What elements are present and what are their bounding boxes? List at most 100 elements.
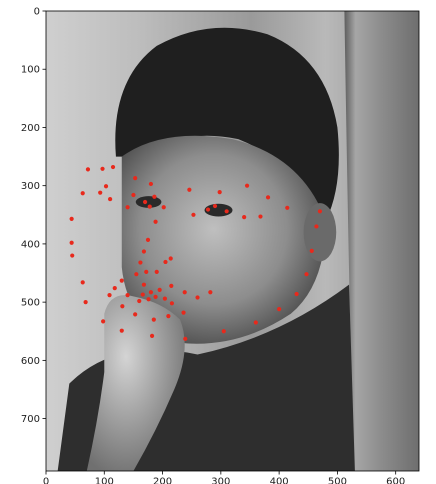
x-tick-label: 500: [328, 477, 347, 484]
face: [121, 135, 326, 344]
landmark-point: [183, 336, 188, 341]
landmark-point: [253, 320, 258, 325]
landmark-point: [195, 295, 200, 300]
landmark-point: [151, 317, 156, 322]
landmark-point: [119, 328, 124, 333]
landmark-point: [277, 307, 282, 312]
landmark-point: [242, 215, 247, 220]
landmark-point: [83, 300, 88, 305]
landmark-point: [157, 287, 162, 293]
y-tick-label: 700: [21, 414, 40, 425]
landmark-point: [146, 297, 151, 302]
landmark-point: [148, 290, 154, 295]
y-tick-label: 0: [34, 7, 40, 18]
landmark-point: [120, 304, 125, 309]
landmark-point: [125, 205, 130, 210]
landmark-point: [108, 196, 113, 202]
landmark-point: [224, 209, 229, 214]
landmark-point: [187, 187, 192, 192]
landmark-point: [69, 216, 74, 221]
landmark-point: [163, 259, 168, 265]
right-eye: [204, 203, 233, 217]
landmark-point: [285, 205, 290, 210]
y-tick-label: 500: [21, 298, 40, 309]
landmark-point: [145, 237, 151, 242]
y-axis: 0 100 200 300 400 500 600 700: [21, 7, 46, 425]
landmark-point: [133, 312, 138, 317]
landmark-point: [161, 205, 166, 210]
x-tick-label: 600: [386, 477, 405, 484]
landmark-point: [294, 291, 299, 297]
landmark-point: [168, 256, 173, 261]
landmark-point: [119, 278, 124, 283]
ear: [303, 203, 337, 262]
landmark-point: [141, 249, 147, 254]
grayscale-photo: [57, 11, 419, 471]
x-tick-label: 400: [270, 477, 289, 484]
landmark-point: [125, 293, 130, 298]
x-tick-label: 300: [211, 477, 230, 484]
landmark-point: [137, 298, 142, 304]
landmark-point: [142, 199, 148, 205]
landmark-point: [154, 269, 159, 274]
x-axis: 0 100 200 300 400 500 600: [43, 471, 405, 484]
landmark-point: [166, 314, 171, 319]
landmark-point: [112, 286, 117, 291]
landmark-point: [217, 189, 222, 195]
landmark-point: [69, 240, 74, 245]
landmark-point: [70, 253, 75, 258]
left-eye: [135, 196, 162, 208]
landmark-point: [149, 333, 155, 339]
landmark-point: [100, 166, 105, 171]
y-tick-label: 300: [21, 181, 40, 192]
landmark-point: [221, 329, 226, 334]
landmark-point: [152, 194, 157, 199]
landmark-point: [153, 294, 158, 299]
landmark-point: [98, 190, 103, 195]
landmark-point: [147, 204, 152, 209]
landmark-point: [309, 248, 314, 253]
landmark-point: [265, 195, 271, 200]
landmark-points: [69, 164, 323, 341]
landmark-point: [103, 184, 109, 189]
y-tick-label: 600: [21, 356, 40, 367]
landmark-point: [208, 290, 213, 295]
axes-frame: [45, 10, 420, 472]
landmark-point: [85, 167, 91, 172]
landmark-point: [80, 280, 85, 285]
landmark-point: [107, 293, 112, 298]
landmark-point: [101, 319, 106, 324]
landmark-point: [181, 310, 186, 315]
landmark-point: [153, 219, 158, 224]
landmark-point: [140, 292, 145, 297]
landmark-point: [205, 207, 211, 212]
landmark-point: [138, 260, 143, 265]
landmark-point: [182, 290, 187, 295]
landmark-point: [169, 283, 174, 288]
landmark-point: [80, 191, 85, 196]
wall-column: [344, 11, 419, 471]
landmark-point: [144, 269, 149, 274]
landmark-point: [258, 214, 263, 219]
landmark-point: [110, 164, 116, 170]
landmark-point: [314, 224, 319, 229]
landmark-point: [304, 272, 309, 277]
y-tick-label: 100: [21, 65, 40, 76]
image-area: [46, 11, 419, 471]
landmark-point: [133, 176, 138, 181]
x-tick-label: 0: [43, 477, 49, 484]
y-tick-label: 200: [21, 123, 40, 134]
landmark-point: [162, 296, 167, 301]
landmark-point: [191, 212, 196, 217]
landmark-point: [317, 209, 323, 214]
hair: [115, 27, 339, 221]
hand: [86, 295, 185, 471]
landmark-point: [244, 183, 250, 188]
landmark-point: [169, 301, 174, 306]
landmark-point: [148, 181, 154, 187]
x-tick-label: 200: [153, 477, 172, 484]
landmark-point: [141, 282, 147, 287]
landmark-point: [134, 272, 139, 277]
landmark-point: [131, 192, 136, 198]
